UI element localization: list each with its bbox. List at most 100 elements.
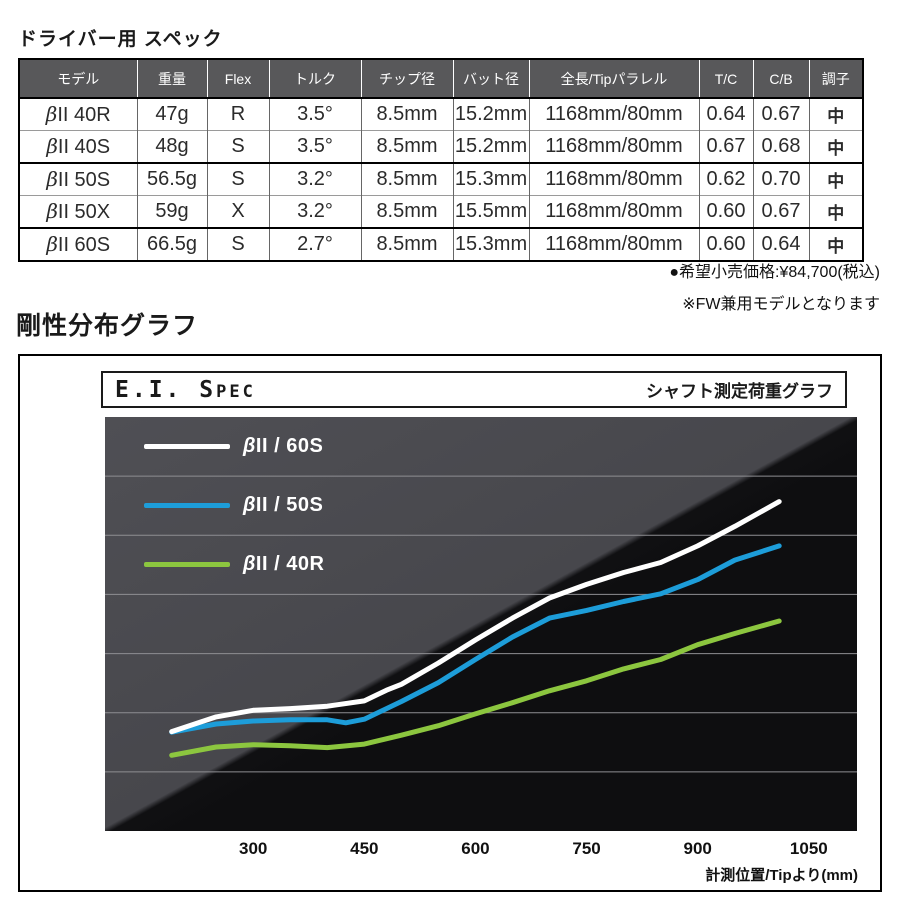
spec-cell: 1168mm/80mm xyxy=(528,227,699,261)
fw-note: ※FW兼用モデルとなります xyxy=(682,296,880,313)
spec-cell: βII 40S xyxy=(19,130,137,163)
series-line--ii-60s xyxy=(169,499,782,735)
spec-cell: βII 60S xyxy=(19,227,137,261)
spec-col-header: C/B xyxy=(752,59,809,99)
spec-cell: 0.60 xyxy=(698,195,753,228)
spec-col-header: T/C xyxy=(698,59,753,99)
x-tick-label: 300 xyxy=(238,839,268,858)
spec-cell: 1168mm/80mm xyxy=(528,97,699,131)
spec-cell: 48g xyxy=(136,130,207,163)
spec-col-header: チップ径 xyxy=(360,59,453,99)
spec-cell: 0.62 xyxy=(698,162,753,196)
spec-cell: 8.5mm xyxy=(360,130,453,163)
spec-cell: 中 xyxy=(808,162,863,196)
spec-cell: βII 50S xyxy=(19,162,137,196)
legend-item: βII / 60S xyxy=(105,417,525,476)
spec-cell: βII 50X xyxy=(19,195,137,228)
spec-cell: 47g xyxy=(136,97,207,131)
spec-cell: 0.67 xyxy=(698,130,753,163)
spec-col-header: トルク xyxy=(268,59,361,99)
ei-chart-frame: E.I. SPEC シャフト測定荷重グラフ βII / 60S βII / 50S… xyxy=(18,354,882,892)
spec-cell: 中 xyxy=(808,227,863,261)
spec-col-header: 全長/Tipパラレル xyxy=(528,59,699,99)
spec-cell: 8.5mm xyxy=(360,162,453,196)
spec-cell: 15.2mm xyxy=(452,97,529,131)
spec-table-row: βII 50X 59g X 3.2° 8.5mm 15.5mm 1168mm/80mm 0.6… xyxy=(19,195,863,228)
plot-area: βII / 60S βII / 50S βII / 40R xyxy=(105,417,857,831)
x-tick-label: 750 xyxy=(572,839,601,858)
spec-cell: 8.5mm xyxy=(360,195,453,228)
series-line--ii-50s xyxy=(169,543,782,735)
stiffness-line-chart xyxy=(105,475,857,773)
legend-swatch xyxy=(144,503,230,509)
spec-cell: 3.2° xyxy=(268,195,361,228)
spec-table-body: βII 40R 47g R 3.5° 8.5mm 15.2mm 1168mm/80mm 0.6… xyxy=(19,97,863,261)
ei-spec-title-smallcaps: PEC xyxy=(216,381,256,402)
spec-table-row: βII 40S 48g S 3.5° 8.5mm 15.2mm 1168mm/80mm 0.6… xyxy=(19,130,863,163)
series-line--ii-40r xyxy=(169,618,782,758)
spec-cell: 15.3mm xyxy=(452,227,529,261)
spec-cell: 中 xyxy=(808,130,863,163)
spec-table-row: βII 50S 56.5g S 3.2° 8.5mm 15.3mm 1168mm/80mm 0… xyxy=(19,162,863,196)
spec-cell: X xyxy=(206,195,269,228)
spec-cell: S xyxy=(206,162,269,196)
legend-item: βII / 40R xyxy=(105,535,525,594)
legend-label: βII / 40R xyxy=(243,553,325,576)
legend-swatch xyxy=(144,444,230,450)
spec-cell: 59g xyxy=(136,195,207,228)
spec-cell: 66.5g xyxy=(136,227,207,261)
chart-subtitle: シャフト測定荷重グラフ xyxy=(646,382,833,401)
spec-col-header: モデル xyxy=(19,59,137,99)
spec-cell: 1168mm/80mm xyxy=(528,195,699,228)
spec-cell: 15.5mm xyxy=(452,195,529,228)
chart-titlebar: E.I. SPEC シャフト測定荷重グラフ xyxy=(101,371,847,408)
spec-cell: 0.64 xyxy=(752,227,809,261)
x-axis-unit-label: 計測位置/Tipより(mm) xyxy=(705,867,858,884)
spec-cell: 15.2mm xyxy=(452,130,529,163)
spec-cell: 0.64 xyxy=(698,97,753,131)
spec-cell: S xyxy=(206,130,269,163)
legend-swatch xyxy=(144,562,230,568)
spec-col-header: 調子 xyxy=(808,59,863,99)
spec-col-header: 重量 xyxy=(136,59,207,99)
spec-cell: S xyxy=(206,227,269,261)
spec-table-row: βII 60S 66.5g S 2.7° 8.5mm 15.3mm 1168mm/80mm 0… xyxy=(19,227,863,261)
spec-cell: 3.5° xyxy=(268,130,361,163)
spec-heading: ドライバー用 スペック xyxy=(18,29,223,50)
price-note: ●希望小売価格:¥84,700(税込) xyxy=(669,264,880,281)
x-tick-label: 1050 xyxy=(789,839,828,858)
spec-cell: 中 xyxy=(808,195,863,228)
spec-cell: 8.5mm xyxy=(360,97,453,131)
spec-cell: 0.60 xyxy=(698,227,753,261)
spec-cell: 0.70 xyxy=(752,162,809,196)
spec-cell: βII 40R xyxy=(19,97,137,131)
spec-cell: 2.7° xyxy=(268,227,361,261)
spec-cell: 56.5g xyxy=(136,162,207,196)
spec-cell: 0.67 xyxy=(752,97,809,131)
spec-cell: 中 xyxy=(808,97,863,131)
legend-item: βII / 50S xyxy=(105,476,525,535)
spec-col-header: Flex xyxy=(206,59,269,99)
spec-cell: 0.68 xyxy=(752,130,809,163)
legend-label: βII / 50S xyxy=(243,494,324,517)
x-tick-label: 600 xyxy=(461,839,490,858)
spec-table-row: βII 40R 47g R 3.5° 8.5mm 15.2mm 1168mm/80mm 0.6… xyxy=(19,97,863,131)
spec-table-header-row: モデル 重量 Flex トルク チップ径 バット径 全長/Tipパラレル T/C C/B 調子 xyxy=(19,59,863,99)
ei-spec-title-main: E.I. S xyxy=(115,376,217,403)
spec-table: モデル 重量 Flex トルク チップ径 バット径 全長/Tipパラレル T/C C/B 調子 β… xyxy=(18,58,864,262)
chart-heading: 剛性分布グラフ xyxy=(16,312,199,340)
ei-spec-title: E.I. SPEC xyxy=(115,377,256,403)
spec-cell: 0.67 xyxy=(752,195,809,228)
spec-cell: 1168mm/80mm xyxy=(528,162,699,196)
spec-cell: 3.5° xyxy=(268,97,361,131)
legend-label: βII / 60S xyxy=(243,435,324,458)
spec-cell: 1168mm/80mm xyxy=(528,130,699,163)
spec-col-header: バット径 xyxy=(452,59,529,99)
spec-cell: 8.5mm xyxy=(360,227,453,261)
spec-cell: 3.2° xyxy=(268,162,361,196)
x-tick-label: 900 xyxy=(683,839,712,858)
chart-legend: βII / 60S βII / 50S βII / 40R xyxy=(105,417,525,594)
spec-cell: 15.3mm xyxy=(452,162,529,196)
x-tick-label: 450 xyxy=(350,839,379,858)
